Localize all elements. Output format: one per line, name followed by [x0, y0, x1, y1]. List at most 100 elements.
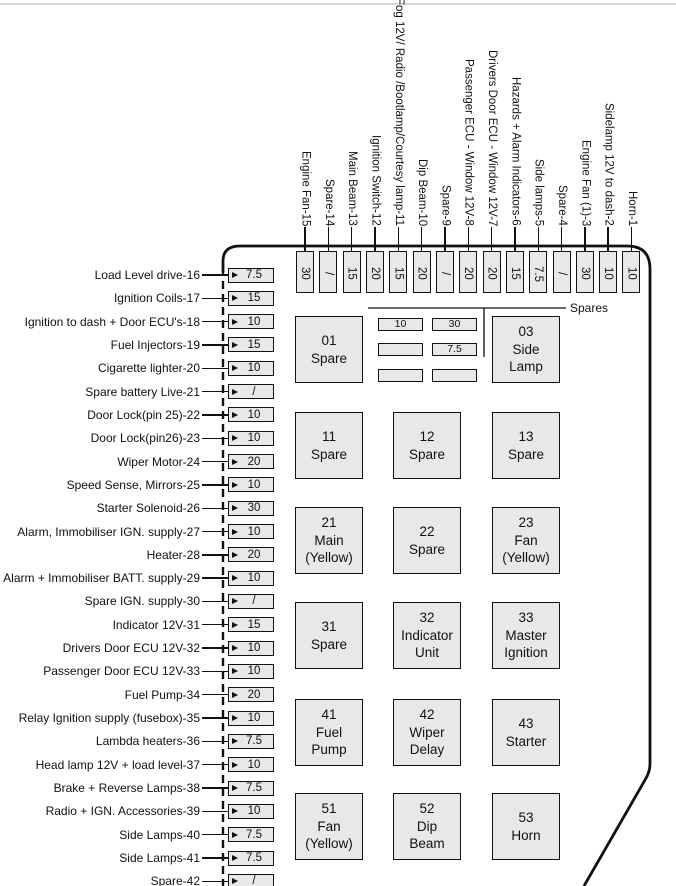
fuse-value-box: 10 — [228, 430, 274, 446]
fuse-label: Side Lamps-41 — [119, 851, 200, 865]
fuse-label: Radio + IGN. Accessories-39 — [45, 804, 200, 819]
relay-box: 52 Dip Beam — [393, 793, 461, 860]
arrow-right-icon — [232, 621, 238, 628]
leader-line — [584, 227, 586, 258]
fuse-label: Ignition Coils-17 — [113, 291, 200, 306]
leader-line — [202, 717, 233, 719]
arrow-right-icon — [232, 668, 238, 675]
relay-box: 12 Spare — [393, 412, 461, 479]
leader-line — [202, 857, 233, 859]
fuse-label: Horn-1 — [625, 190, 638, 226]
relay-box: 22 Spare — [393, 507, 461, 574]
fuse-value-box: 10 — [228, 710, 274, 726]
fuse-value-box: 10 — [599, 251, 618, 293]
leader-line — [514, 227, 516, 258]
fuse-value-box: 7.5 — [228, 267, 274, 283]
leader-line — [202, 647, 233, 649]
fuse-value: 10 — [602, 267, 615, 280]
fuse-label: Cigarette lighter-20 — [97, 361, 200, 376]
outline-border — [221, 244, 652, 886]
arrow-right-icon — [232, 598, 238, 605]
fuse-value-box: 10 — [228, 757, 274, 773]
fuse-label: Heater-28 — [146, 547, 200, 562]
fuse-label: Speed Sense, Mirrors-25 — [66, 477, 200, 492]
fuse-value: / — [555, 271, 568, 276]
arrow-right-icon — [232, 575, 238, 582]
leader-line — [202, 390, 233, 393]
leader-line — [467, 227, 469, 258]
fuse-label: Side Lamps-40 — [119, 827, 200, 842]
fuse-value-box: 15 — [505, 251, 524, 293]
fuse-label: Fuel Pump-34 — [124, 687, 200, 702]
fuse-value: 10 — [247, 805, 261, 818]
leader-line — [374, 227, 376, 258]
fuse-value-box: 10 — [228, 477, 274, 493]
fuse-value: / — [252, 875, 256, 886]
leader-line — [202, 344, 233, 346]
leader-line — [202, 740, 233, 743]
leader-line — [560, 227, 563, 258]
leader-line — [202, 320, 233, 323]
fuse-label: Spare-9 — [439, 185, 452, 226]
fuse-value-box: 10 — [228, 570, 274, 586]
arrow-right-icon — [232, 435, 238, 442]
arrow-right-icon — [232, 645, 238, 652]
fuse-value: 10 — [247, 525, 261, 538]
fuse-label: Spare-4 — [556, 185, 569, 226]
leader-line — [397, 227, 399, 258]
fuse-value-box: 10 — [228, 360, 274, 376]
fuse-value: 7.5 — [246, 828, 262, 841]
leader-line — [444, 227, 446, 258]
spare-fuse-cell — [378, 368, 423, 382]
relay-box: 13 Spare — [492, 412, 560, 479]
leader-line — [327, 227, 329, 258]
fuse-value-box: / — [319, 251, 338, 293]
fuse-value-box: 7.5 — [228, 780, 274, 796]
fuse-value: 7.5 — [246, 782, 262, 795]
fuse-value-box: 10 — [228, 663, 274, 679]
arrow-right-icon — [232, 528, 238, 535]
fuse-value-box: 10 — [228, 314, 274, 330]
arrow-right-icon — [232, 715, 238, 722]
arrow-right-icon — [232, 272, 238, 278]
arrow-right-icon — [232, 318, 238, 325]
leader-line — [420, 227, 423, 258]
fuse-value: 30 — [299, 267, 311, 280]
leader-line — [350, 227, 353, 258]
fuse-value: 15 — [247, 338, 261, 351]
leader-line — [202, 554, 233, 556]
arrow-right-icon — [232, 481, 238, 488]
fuse-value: 15 — [345, 267, 358, 280]
leader-line — [202, 670, 233, 673]
arrow-right-icon — [232, 831, 238, 838]
fuse-label: Spare IGN. supply-30 — [84, 594, 200, 609]
fuse-value-box: 7.5 — [529, 251, 548, 293]
relay-box: 32 Indicator Unit — [393, 602, 461, 669]
fuse-value-box: 20 — [228, 687, 274, 703]
fuse-label: Relay Ignition supply (fusebox)-35 — [18, 711, 200, 726]
arrow-right-icon — [232, 458, 238, 465]
relay-box: 11 Spare — [295, 412, 363, 479]
fuse-value: 15 — [247, 618, 261, 631]
fuse-label: Drivers Door ECU - Window 12V-7 — [486, 49, 499, 226]
fuse-label: Main Beam-13 — [346, 151, 359, 226]
leader-line — [202, 367, 233, 369]
fuse-label: Sidelamp 12V to dash-2 — [602, 103, 615, 226]
leader-line — [630, 227, 633, 258]
relay-box: 33 Master Ignition — [492, 602, 560, 669]
leader-line — [202, 297, 233, 299]
arrow-right-icon — [232, 365, 238, 372]
fuse-value-box: 20 — [365, 251, 384, 293]
fuse-label: Brake + Reverse Lamps-38 — [53, 781, 200, 796]
fuse-label: Alarm + Immobiliser BATT. supply-29 — [3, 571, 200, 586]
fuse-label: Wiper Motor-24 — [117, 454, 200, 469]
fuse-value-box: 20 — [459, 251, 478, 293]
arrow-right-icon — [232, 295, 238, 302]
fuse-value-box: 15 — [389, 251, 408, 293]
fuse-value: 7.5 — [246, 852, 262, 864]
arrow-right-icon — [232, 785, 238, 792]
fuse-value-box: / — [435, 251, 454, 293]
fuse-value-box: 10 — [228, 407, 274, 423]
leader-line — [202, 810, 233, 813]
